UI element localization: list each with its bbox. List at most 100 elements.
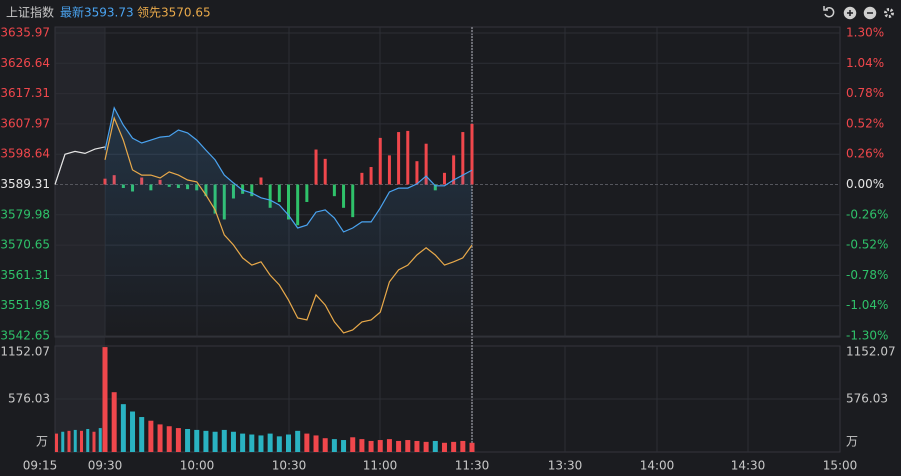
x-tick-label: 11:00 bbox=[363, 459, 398, 473]
volume-bar bbox=[286, 434, 291, 452]
strength-bar bbox=[442, 172, 446, 185]
volume-bar bbox=[61, 431, 65, 452]
volume-bar bbox=[451, 441, 457, 452]
strength-bar bbox=[250, 184, 254, 197]
volume-bar bbox=[276, 436, 282, 452]
volume-bar bbox=[80, 430, 83, 452]
reset-icon[interactable] bbox=[823, 6, 835, 18]
y2-tick-label: 1.04% bbox=[846, 56, 884, 70]
volume-bar bbox=[120, 404, 126, 452]
volume-bar bbox=[67, 430, 71, 452]
strength-bar bbox=[387, 155, 391, 185]
strength-bar bbox=[397, 132, 401, 185]
toolbar bbox=[823, 6, 894, 20]
strength-bar bbox=[461, 132, 465, 185]
x-tick-label: 15:00 bbox=[823, 459, 858, 473]
volume-bar bbox=[240, 433, 246, 452]
leading-price: 领先3570.65 bbox=[137, 6, 211, 20]
volume-bar bbox=[230, 431, 236, 452]
strength-bar bbox=[342, 184, 346, 208]
strength-bar bbox=[332, 184, 336, 197]
volume-bar bbox=[350, 437, 356, 452]
auction-region bbox=[55, 27, 105, 452]
price-line bbox=[104, 106, 473, 233]
price-area bbox=[105, 107, 472, 337]
volume-bar bbox=[405, 440, 411, 452]
strength-bar bbox=[406, 130, 410, 185]
volume-tick-label: 576.03 bbox=[846, 392, 888, 406]
strength-bar bbox=[351, 184, 355, 218]
strength-bar bbox=[323, 158, 327, 185]
volume-bar bbox=[98, 428, 102, 452]
volume-bar bbox=[175, 428, 181, 452]
volume-bar bbox=[295, 430, 301, 452]
volume-bar bbox=[258, 435, 264, 452]
strength-bar bbox=[287, 184, 290, 220]
volume-bar bbox=[194, 429, 200, 452]
y2-tick-label: 0.26% bbox=[846, 147, 884, 161]
volume-bar bbox=[423, 441, 429, 452]
x-tick-label: 09:15 bbox=[23, 459, 58, 473]
volume-bar bbox=[249, 434, 255, 452]
y-tick-label: 3635.97 bbox=[0, 26, 50, 40]
volume-bar bbox=[386, 439, 392, 452]
volume-bar bbox=[304, 433, 310, 452]
x-tick-label: 13:30 bbox=[548, 459, 583, 473]
y-tick-label: 3598.64 bbox=[0, 147, 50, 161]
volume-tick-label: 1152.07 bbox=[846, 345, 896, 359]
y-tick-label: 3570.65 bbox=[0, 238, 50, 252]
volume-bar bbox=[341, 440, 347, 452]
strength-bar bbox=[296, 184, 300, 226]
y-tick-label: 3551.98 bbox=[0, 298, 50, 312]
strength-bar bbox=[369, 167, 373, 185]
y-tick-label: 3561.31 bbox=[0, 268, 50, 282]
y2-tick-label: -1.04% bbox=[846, 298, 888, 312]
volume-bar bbox=[221, 429, 227, 452]
strength-bar bbox=[305, 184, 309, 202]
y-tick-label: 3607.97 bbox=[0, 116, 50, 130]
strength-bar bbox=[268, 184, 272, 208]
y-tick-label: 3589.31 bbox=[0, 177, 50, 191]
volume-bar bbox=[130, 411, 136, 452]
settings-icon[interactable] bbox=[884, 8, 894, 18]
volume-bar bbox=[139, 417, 145, 452]
strength-bar bbox=[360, 172, 364, 185]
volume-bar bbox=[111, 392, 117, 452]
y-tick-label: 3542.65 bbox=[0, 329, 50, 343]
strength-bar bbox=[424, 143, 428, 185]
y2-tick-label: -0.26% bbox=[846, 207, 888, 221]
y2-tick-label: -0.52% bbox=[846, 238, 888, 252]
x-tick-label: 14:30 bbox=[731, 459, 766, 473]
volume-bar bbox=[185, 428, 191, 452]
volume-bar bbox=[359, 439, 365, 452]
volume-bar bbox=[331, 439, 337, 452]
volume-bar bbox=[102, 347, 108, 452]
volume-bar bbox=[441, 442, 447, 452]
volume-unit: 万 bbox=[846, 435, 858, 449]
x-tick-label: 11:30 bbox=[455, 459, 490, 473]
strength-bar bbox=[241, 184, 245, 194]
volume-bar bbox=[414, 440, 420, 452]
y2-tick-label: -1.30% bbox=[846, 329, 888, 343]
strength-bar bbox=[277, 184, 281, 202]
volume-unit: 万 bbox=[36, 435, 48, 449]
price-line bbox=[104, 115, 473, 334]
volume-bar bbox=[469, 442, 475, 452]
y-tick-label: 3626.64 bbox=[0, 56, 50, 70]
x-tick-label: 10:00 bbox=[180, 459, 215, 473]
y2-tick-label: 1.30% bbox=[846, 26, 884, 40]
strength-bar bbox=[259, 177, 263, 185]
volume-bar bbox=[203, 430, 209, 452]
volume-tick-label: 1152.07 bbox=[0, 345, 50, 359]
y2-tick-label: -0.78% bbox=[846, 268, 888, 282]
index-name: 上证指数 bbox=[6, 5, 54, 20]
y2-tick-label: 0.78% bbox=[846, 86, 884, 100]
strength-bar bbox=[314, 149, 318, 185]
volume-bar bbox=[432, 440, 438, 452]
volume-bar bbox=[92, 431, 96, 452]
y2-tick-label: 0.00% bbox=[846, 177, 884, 191]
volume-bar bbox=[396, 440, 402, 452]
price-line bbox=[54, 146, 106, 185]
x-tick-label: 10:30 bbox=[272, 459, 307, 473]
